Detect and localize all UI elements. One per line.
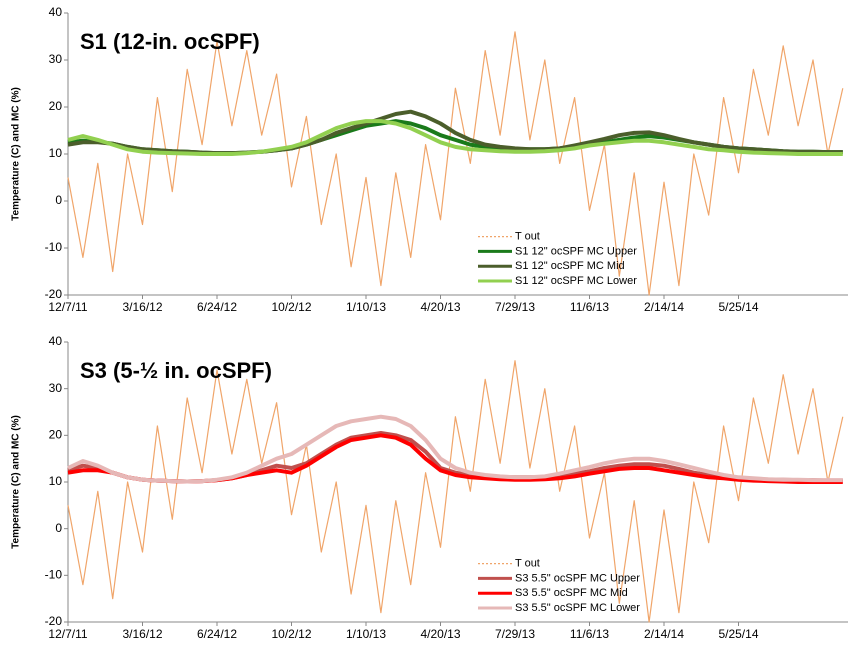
chart-title: S3 (5-½ in. ocSPF) — [80, 358, 272, 383]
y-tick-label: 30 — [49, 52, 63, 66]
legend-label: T out — [515, 558, 540, 570]
y-tick-label: 20 — [49, 99, 63, 113]
y-tick-label: 0 — [55, 521, 62, 535]
y-axis-label: Temperature (C) and MC (%) — [11, 87, 22, 221]
legend-label: S1 12" ocSPF MC Mid — [515, 260, 625, 272]
series-line — [67, 414, 843, 484]
x-tick-label: 7/29/13 — [495, 300, 535, 314]
x-tick-label: 7/29/13 — [495, 627, 535, 641]
y-tick-label: 0 — [55, 193, 62, 207]
y-tick-label: 10 — [49, 474, 63, 488]
panel: -20 -10 0 10 20 30 40 12/7/11 3/16/12 6/24/12 10/2… — [11, 5, 848, 314]
y-tick-label: -20 — [45, 287, 63, 301]
x-tick-label: 4/20/13 — [420, 300, 460, 314]
y-tick-label: 40 — [49, 5, 63, 19]
y-tick-label: -10 — [45, 240, 63, 254]
x-tick-label: 3/16/12 — [122, 300, 162, 314]
series-line — [67, 119, 843, 156]
x-tick-label: 11/6/13 — [570, 300, 609, 314]
x-tick-label: 10/2/12 — [271, 300, 311, 314]
legend-label: S1 12" ocSPF MC Lower — [515, 275, 637, 287]
series-line — [67, 31, 844, 296]
y-tick-label: 30 — [49, 381, 63, 395]
y-tick-label: -20 — [45, 614, 63, 628]
x-tick-label: 11/6/13 — [570, 627, 609, 641]
x-tick-label: 1/10/13 — [346, 627, 386, 641]
series-line — [67, 360, 844, 623]
legend-label: T out — [515, 231, 540, 243]
y-tick-label: 40 — [49, 334, 63, 348]
y-axis-label: Temperature (C) and MC (%) — [11, 415, 22, 549]
legend-label: S1 12" ocSPF MC Upper — [515, 245, 637, 257]
x-tick-label: 2/14/14 — [644, 627, 684, 641]
y-tick-label: 10 — [49, 146, 63, 160]
x-tick-label: 12/7/11 — [48, 300, 87, 314]
x-tick-label: 12/7/11 — [48, 627, 87, 641]
panel: -20 -10 0 10 20 30 40 12/7/11 3/16/12 6/24/12 10/2… — [11, 334, 848, 641]
y-tick-label: 20 — [49, 428, 63, 442]
x-tick-label: 1/10/13 — [346, 300, 386, 314]
x-tick-label: 2/14/14 — [644, 300, 684, 314]
x-tick-label: 3/16/12 — [122, 627, 162, 641]
x-tick-label: 10/2/12 — [271, 627, 311, 641]
x-tick-label: 5/25/14 — [718, 300, 758, 314]
legend-label: S3 5.5" ocSPF MC Lower — [515, 602, 640, 614]
x-tick-label: 6/24/12 — [197, 300, 237, 314]
legend-label: S3 5.5" ocSPF MC Upper — [515, 572, 640, 584]
legend-label: S3 5.5" ocSPF MC Mid — [515, 587, 628, 599]
chart-title: S1 (12-in. ocSPF) — [80, 29, 260, 54]
x-tick-label: 4/20/13 — [420, 627, 460, 641]
y-tick-label: -10 — [45, 568, 63, 582]
x-tick-label: 6/24/12 — [197, 627, 237, 641]
x-tick-label: 5/25/14 — [718, 627, 758, 641]
